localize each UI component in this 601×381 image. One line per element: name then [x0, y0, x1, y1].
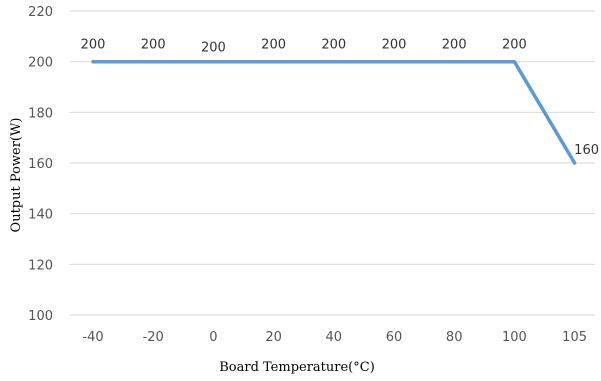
y-tick-label: 100	[28, 309, 53, 324]
x-tick-label: 40	[326, 330, 343, 345]
x-tick-label: 0	[209, 330, 217, 345]
grid-lines	[70, 11, 595, 315]
y-tick-label: 140	[28, 208, 53, 223]
x-tick-label: 60	[386, 330, 403, 345]
x-tick-label: 20	[265, 330, 282, 345]
y-axis-ticks: 220 200 180 160 140 120 100	[28, 5, 53, 324]
data-label: 200	[382, 38, 407, 53]
x-tick-label: -20	[143, 330, 164, 345]
data-label: 200	[81, 38, 106, 53]
y-tick-label: 180	[28, 106, 53, 121]
x-tick-label: -40	[82, 330, 103, 345]
data-label: 200	[502, 38, 527, 53]
x-tick-label: 100	[502, 330, 527, 345]
data-label: 200	[442, 38, 467, 53]
x-tick-label: 80	[446, 330, 463, 345]
y-axis-title: Output Power(W)	[9, 118, 24, 233]
data-label: 160	[574, 143, 599, 158]
y-tick-label: 160	[28, 157, 53, 172]
x-axis-title: Board Temperature(°C)	[219, 360, 375, 375]
data-label: 200	[201, 41, 226, 56]
data-label: 200	[261, 38, 286, 53]
data-label: 200	[141, 38, 166, 53]
x-tick-label: 105	[562, 330, 587, 345]
data-label: 200	[321, 38, 346, 53]
data-labels: 200 200 200 200 200 200 200 200 160	[81, 38, 599, 158]
x-axis-ticks: -40 -20 0 20 40 60 80 100 105	[82, 330, 587, 345]
y-tick-label: 120	[28, 258, 53, 273]
y-tick-label: 200	[28, 56, 53, 71]
y-tick-label: 220	[28, 5, 53, 20]
